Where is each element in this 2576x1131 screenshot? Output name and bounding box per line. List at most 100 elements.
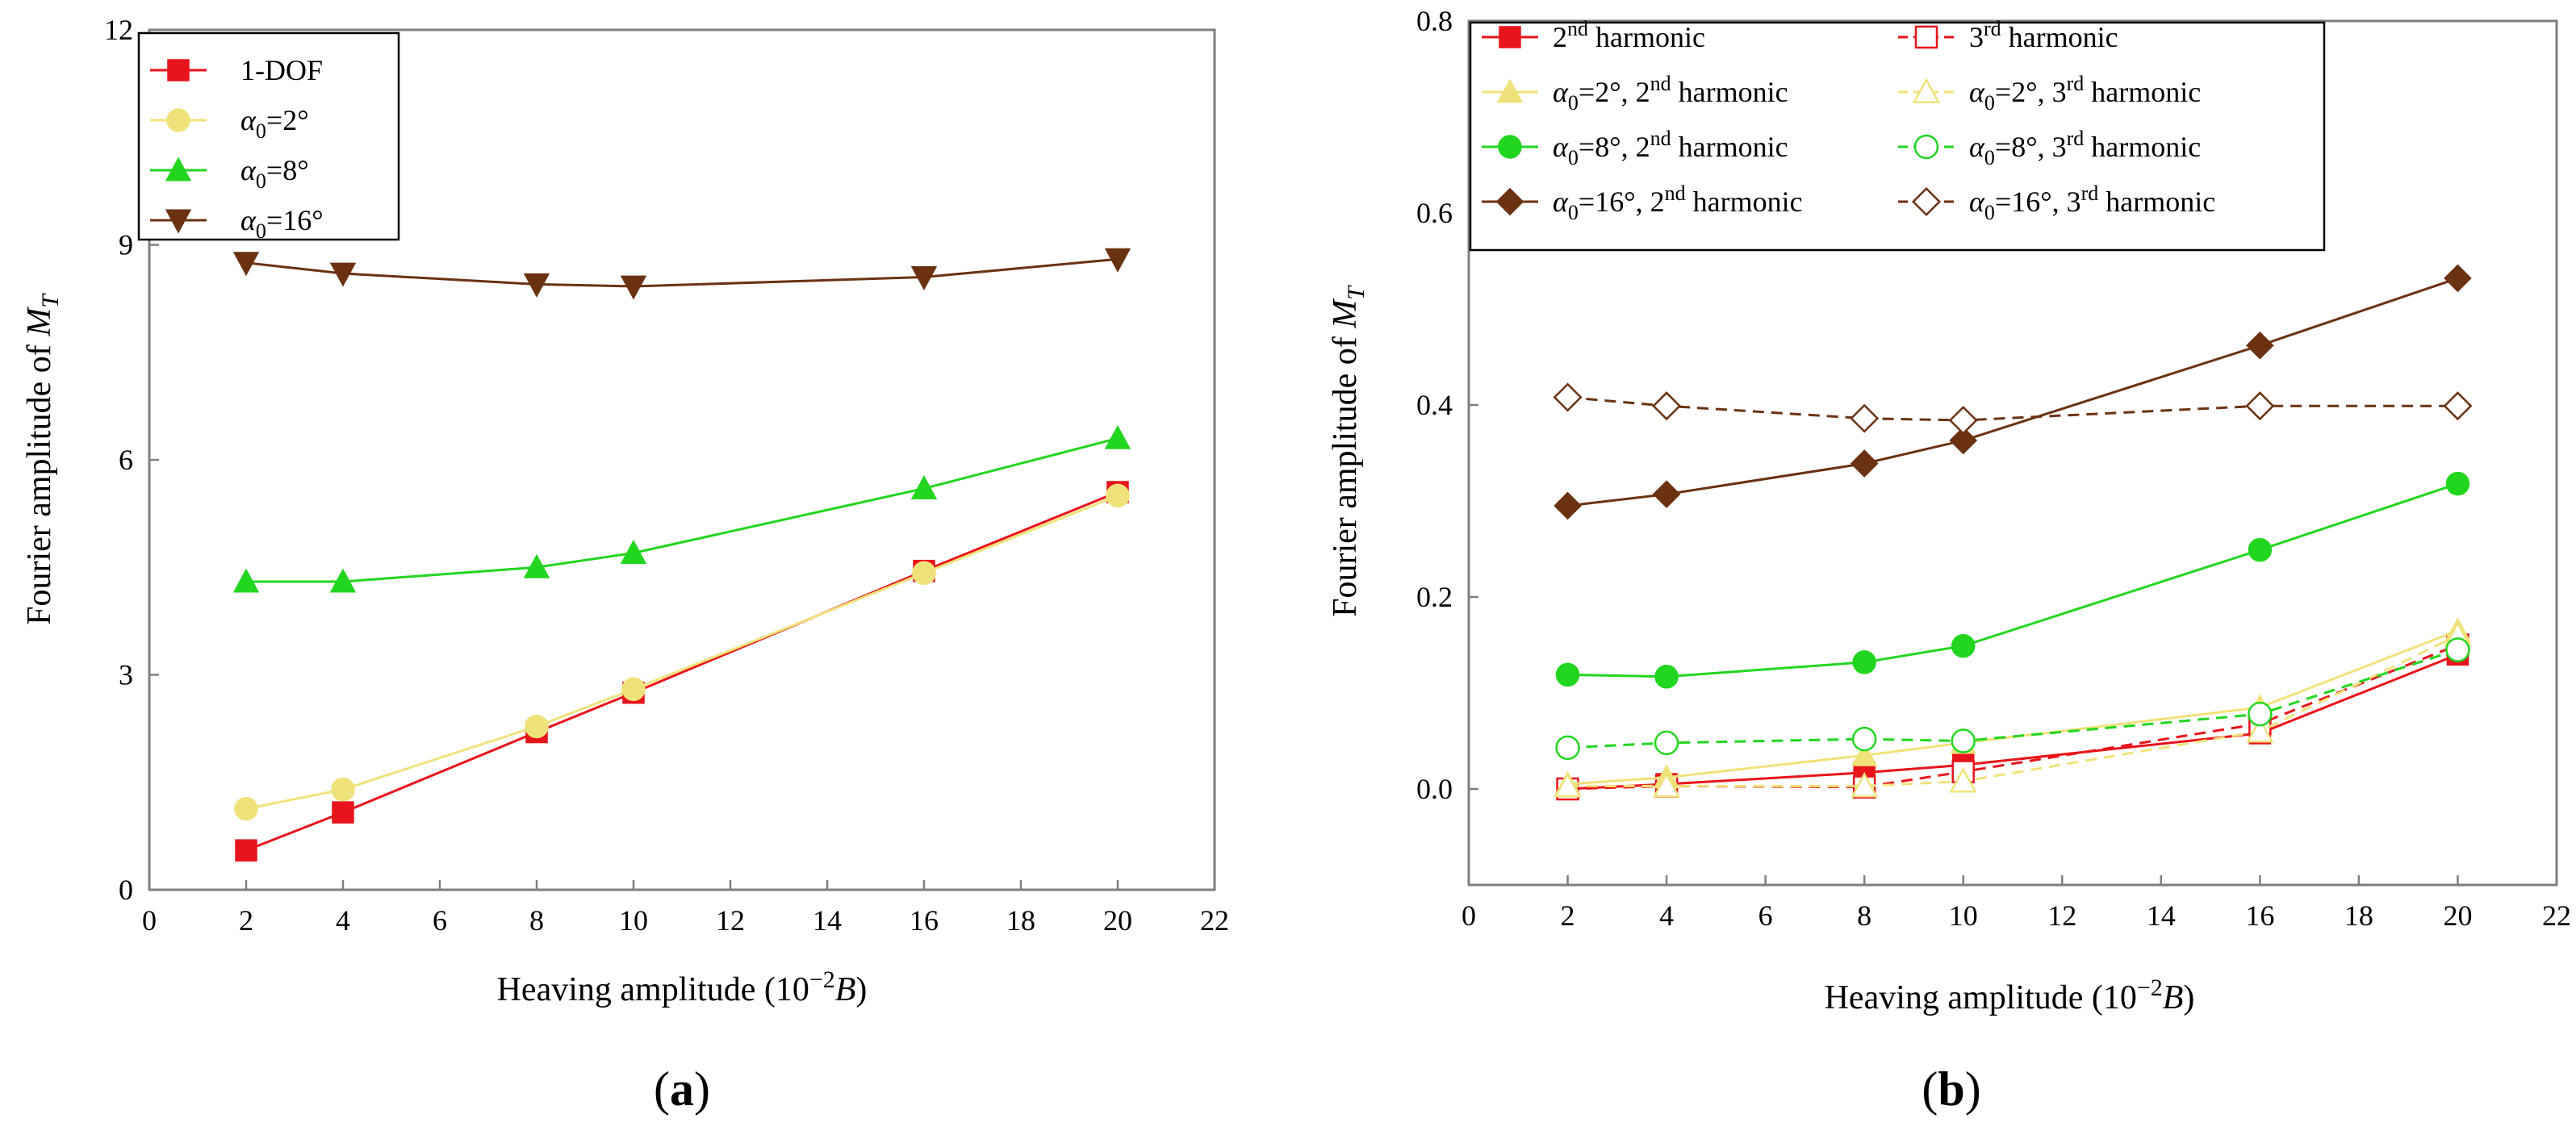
legend-marker (1914, 25, 1938, 49)
data-point (2444, 264, 2472, 293)
x-tick-label: 14 (2147, 899, 2176, 932)
data-point (1106, 483, 1130, 508)
series-1 (234, 483, 1130, 821)
data-point (2248, 701, 2273, 727)
x-tick-label: 22 (1200, 904, 1229, 937)
panel-label: (b) (1922, 1062, 1980, 1116)
data-point (1554, 491, 1582, 520)
legend-label: α0=8°, 3rd harmonic (1969, 127, 2201, 169)
chart-panel-b: 0 2 4 6 8 10 12 14 16 18 20 22 0.0 0.2 0.4 0.6 0.8 Heavin… (1327, 5, 2571, 1116)
legend-label: α0=8° (240, 154, 309, 193)
x-tick-label: 4 (1659, 899, 1674, 932)
legend-entry: α0=2° (150, 104, 309, 143)
x-tick-label: 20 (2443, 899, 2472, 932)
panel-label: (a) (654, 1062, 710, 1116)
y-tick-label: 12 (104, 14, 133, 46)
data-point (2248, 537, 2273, 562)
x-tick-label: 18 (2344, 899, 2373, 932)
y-tick-label: 0.6 (1416, 197, 1453, 229)
x-tick-label: 20 (1103, 904, 1132, 937)
data-point (1949, 426, 1978, 455)
legend-entry: α0=16°, 3rd harmonic (1898, 182, 2215, 224)
data-point (234, 796, 258, 821)
series-7 (1553, 382, 2473, 436)
series-line (246, 436, 1119, 583)
legend-entry: α0=2°, 3rd harmonic (1898, 72, 2201, 115)
data-point (1555, 735, 1580, 761)
legend-marker (1911, 186, 1942, 217)
legend-entry: α0=8°, 3rd harmonic (1898, 127, 2201, 169)
legend-label: α0=16°, 2nd harmonic (1553, 182, 1803, 224)
data-point (1851, 726, 1877, 752)
legend-label: 1-DOF (240, 54, 323, 86)
legend-marker (165, 157, 192, 182)
x-axis-label: Heaving amplitude (10−2B) (1825, 974, 2195, 1016)
y-tick-label: 0.4 (1416, 389, 1453, 421)
x-tick-label: 22 (2542, 899, 2571, 932)
data-point (910, 266, 938, 291)
series-2 (232, 424, 1131, 593)
legend: 1-DOF α0=2° α0=8° α0=16° (137, 31, 400, 243)
x-tick-label: 14 (813, 904, 842, 937)
y-tick-label: 0.2 (1416, 581, 1453, 613)
x-tick-label: 10 (619, 904, 648, 937)
legend-label: α0=2°, 3rd harmonic (1969, 72, 2201, 115)
y-axis-label: Fourier amplitude of MT (21, 293, 64, 625)
plot-frame (1467, 19, 2558, 887)
data-point (1654, 665, 1679, 689)
data-point (1555, 662, 1580, 687)
series-6 (1554, 264, 2472, 520)
data-point (1652, 480, 1681, 508)
legend: 2nd harmonic 3rd harmonic α0=2°, 2nd harmo… (1469, 17, 2326, 252)
data-point (910, 475, 938, 499)
series-5 (1555, 637, 2470, 761)
x-tick-label: 8 (529, 904, 544, 937)
series-0 (235, 481, 1129, 862)
legend-label: α0=2°, 2nd harmonic (1553, 72, 1788, 115)
data-point (1951, 728, 1976, 753)
data-point (1850, 741, 1878, 766)
legend-marker (1498, 135, 1522, 159)
data-point (620, 539, 647, 564)
legend-marker (165, 209, 192, 234)
x-tick-label: 12 (716, 904, 745, 937)
series-line (1567, 277, 2458, 507)
legend-label: 3rd harmonic (1969, 17, 2118, 53)
legend-label: α0=16°, 3rd harmonic (1969, 182, 2215, 224)
legend-label: α0=8°, 2nd harmonic (1553, 127, 1788, 169)
legend-marker (1495, 187, 1524, 216)
x-tick-label: 6 (1758, 899, 1773, 932)
y-tick-label: 0 (119, 874, 133, 906)
x-tick-label: 18 (1006, 904, 1035, 937)
x-tick-label: 16 (2245, 899, 2274, 932)
x-tick-label: 2 (1561, 899, 1575, 932)
x-tick-label: 12 (2047, 899, 2076, 932)
series-3 (1554, 621, 2472, 798)
data-point (235, 839, 257, 862)
series-line (245, 257, 1119, 288)
data-point (1652, 391, 1682, 421)
data-point (1104, 248, 1131, 273)
legend-entry: α0=2°, 2nd harmonic (1482, 72, 1788, 115)
data-point (329, 568, 357, 593)
series-4 (1555, 471, 2470, 689)
legend-entry: α0=8°, 2nd harmonic (1482, 127, 1788, 169)
legend-entry: α0=16°, 2nd harmonic (1482, 182, 1803, 224)
data-point (1554, 771, 1582, 798)
x-tick-label: 6 (433, 904, 447, 937)
series-line (1567, 629, 2458, 786)
legend-marker (167, 59, 190, 81)
series-3 (232, 248, 1131, 300)
data-point (523, 553, 550, 578)
series-2 (1554, 617, 2471, 795)
data-point (232, 252, 260, 277)
data-point (2445, 471, 2470, 496)
data-point (1653, 771, 1681, 798)
data-point (620, 275, 647, 300)
series-line (1567, 634, 2459, 787)
series-line (1567, 482, 2458, 678)
y-axis-label: Fourier amplitude of MT (1327, 285, 1370, 617)
x-tick-label: 0 (1462, 899, 1476, 932)
